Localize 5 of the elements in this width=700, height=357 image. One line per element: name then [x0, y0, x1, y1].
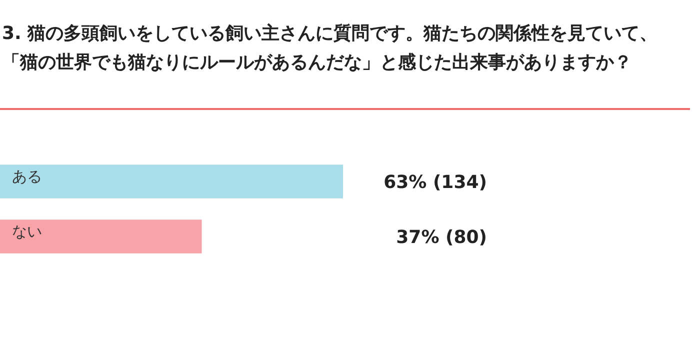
y-tick-label: ない	[12, 222, 42, 240]
y-tick-label: ある	[12, 167, 42, 186]
data-label: 37% (80)	[396, 227, 487, 248]
data-label: 63% (134)	[384, 172, 487, 194]
chart-title: 3. 猫の多頭飼いをしている飼い主さんに質問です。猫たちの関係性を見ていて、「猫の世界でも猫なりにルールがあるんだな」と感じた出来事がありますか？	[2, 22, 659, 75]
